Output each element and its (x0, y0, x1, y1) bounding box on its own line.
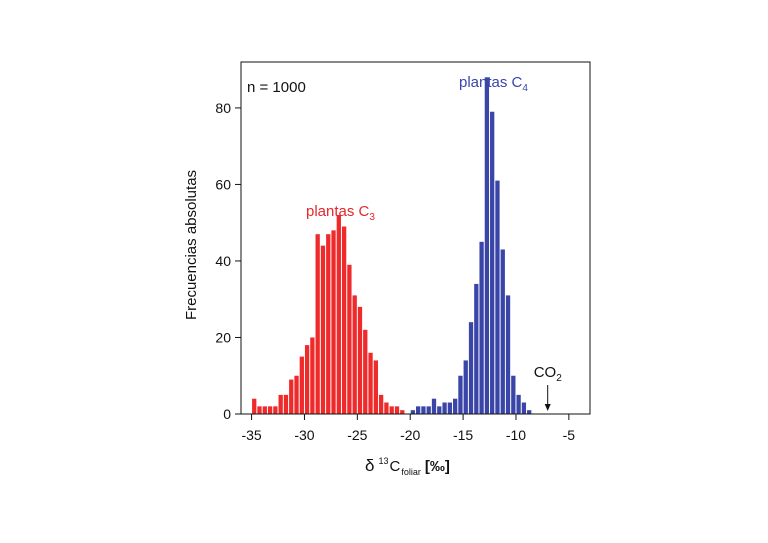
c4-bar (442, 402, 447, 414)
c4-label: plantas C4 (459, 74, 528, 94)
c3-label-text: plantas C (306, 203, 370, 220)
c4-bar (521, 402, 527, 414)
c3-bar (273, 406, 278, 414)
c3-bar (326, 234, 331, 414)
x-tick-label: -5 (563, 427, 576, 443)
x-axis-label: δ 13Cfoliar [‰] (365, 456, 450, 477)
y-tick-label: 60 (215, 176, 231, 192)
sample-size-label: n = 1000 (247, 79, 306, 96)
c4-bar (505, 295, 511, 414)
c3-bar (310, 337, 315, 414)
c3-bar (400, 410, 405, 414)
c3-label: plantas C3 (306, 203, 375, 223)
c3-bar (267, 406, 273, 414)
c3-bar (347, 264, 352, 414)
c4-bar (474, 283, 479, 414)
x-label-sub: foliar (401, 467, 421, 477)
c3-bar (299, 356, 304, 414)
c4-bar (431, 398, 437, 414)
y-axis: 0 20 40 60 80 (215, 100, 241, 422)
c3-bar (394, 406, 400, 414)
c4-bar (453, 398, 458, 414)
c4-bar (437, 406, 442, 414)
c4-bar (416, 406, 421, 414)
x-tick-label: -25 (347, 427, 367, 443)
bars-layer (252, 77, 532, 415)
co2-label: CO2 (534, 364, 563, 384)
c3-bar (378, 394, 384, 414)
y-tick-label: 0 (223, 406, 231, 422)
c4-bar (484, 77, 490, 415)
c3-bar (331, 230, 336, 414)
c3-bar (294, 375, 299, 414)
co2-arrow-head (544, 404, 551, 411)
plot-frame (240, 61, 591, 415)
x-label-mass: 13 (378, 456, 388, 466)
x-label-delta: δ (365, 456, 374, 475)
c3-bar (363, 329, 368, 414)
c4-bar (458, 375, 463, 414)
y-tick-label: 40 (215, 253, 231, 269)
x-tick-label: -35 (241, 427, 261, 443)
c3-bar (278, 394, 283, 414)
y-tick-label: 20 (215, 329, 231, 345)
x-axis: -35 -30 -25 -20 -15 -10 -5 (241, 414, 575, 443)
c4-bar (516, 394, 521, 414)
x-label-unit: [‰] (425, 458, 450, 475)
c3-bar (315, 234, 320, 414)
x-label-element: C (389, 458, 400, 475)
c4-bar (479, 241, 484, 414)
c3-bar (283, 394, 289, 414)
c4-bar (410, 410, 415, 414)
c3-bar (252, 398, 257, 414)
c4-bar (463, 360, 468, 414)
c3-bar (341, 226, 347, 414)
c3-bar (357, 306, 363, 414)
c4-bar (500, 249, 505, 414)
c3-label-sub: 3 (369, 212, 375, 223)
c4-bar (527, 410, 532, 414)
c3-bar (320, 245, 326, 414)
c4-bar (511, 375, 516, 414)
x-tick-label: -20 (400, 427, 420, 443)
c3-bar (389, 406, 394, 414)
c4-bar (421, 406, 426, 414)
c4-label-text: plantas C (459, 74, 523, 91)
c4-bar (447, 402, 453, 414)
co2-label-sub: 2 (556, 373, 562, 384)
x-tick-label: -15 (453, 427, 473, 443)
x-tick-label: -30 (294, 427, 314, 443)
y-axis-label: Frecuencias absolutas (183, 170, 200, 320)
co2-marker: CO2 (534, 364, 563, 411)
c3-bar (336, 215, 341, 414)
c3-bar (257, 406, 262, 414)
c3-bar (262, 406, 267, 414)
c3-bar (304, 345, 310, 414)
y-tick-label: 80 (215, 100, 231, 116)
c3-bar (384, 402, 389, 414)
c4-bar (490, 111, 495, 415)
c3-bar (352, 295, 357, 414)
c3-bar (368, 352, 373, 414)
x-tick-label: -10 (506, 427, 526, 443)
c4-label-sub: 4 (522, 83, 528, 94)
c3-bar (289, 379, 294, 414)
c3-bar (373, 360, 378, 414)
co2-label-text: CO (534, 364, 557, 381)
c4-bar (468, 322, 474, 414)
c4-bar (495, 180, 500, 414)
c4-bar (426, 406, 431, 414)
